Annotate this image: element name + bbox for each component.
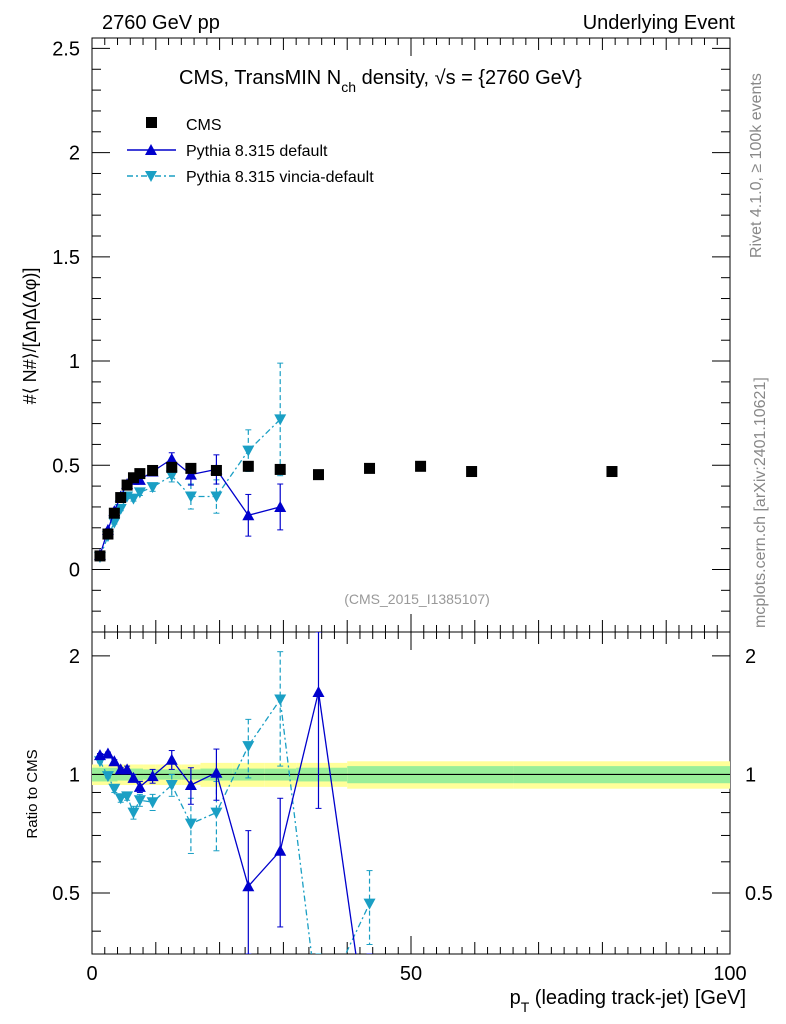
main-y-tick-label: 1 — [69, 351, 80, 373]
cms-point — [210, 464, 222, 476]
ratio-y-tick-label: 0.5 — [52, 883, 80, 905]
ratio-plot-frame — [91, 631, 731, 955]
cms-point — [108, 507, 120, 519]
main-y-axis-label: #⟨ N#⟩/[ΔηΔ(Δφ)] — [20, 268, 40, 405]
x-tick-label: 50 — [400, 963, 422, 985]
x-axis-label: pT (leading track-jet) [GeV] — [510, 987, 746, 1015]
ratio-default-marker — [133, 780, 146, 792]
vincia-marker — [114, 504, 127, 516]
legend-default-marker — [145, 144, 157, 155]
vincia-marker — [274, 414, 287, 426]
main-y-tick-label: 2 — [69, 143, 80, 165]
legend-cms-marker — [146, 117, 157, 128]
vincia-marker — [127, 493, 140, 505]
legend-vincia-marker — [145, 171, 157, 182]
mcplots-label: mcplots.cern.ch [arXiv:2401.10621] — [752, 377, 769, 628]
cms-point — [415, 460, 427, 472]
ratio-default-marker — [127, 771, 140, 783]
ratio-default-marker — [146, 770, 159, 782]
plot-title: CMS, TransMIN Nch density, √s = {2760 Ge… — [179, 67, 582, 95]
cms-point — [166, 461, 178, 473]
ratio-series-layer — [93, 632, 376, 954]
cms-point — [274, 463, 286, 475]
ratio-vincia-marker — [133, 795, 146, 807]
ratio-vincia-marker — [165, 780, 178, 792]
cms-point — [364, 462, 376, 474]
default-marker — [242, 509, 255, 521]
ratio-vincia-line — [99, 697, 371, 954]
cms-point — [127, 472, 139, 484]
default-marker — [184, 468, 197, 480]
main-y-tick-label: 0.5 — [52, 455, 80, 477]
cms-point — [185, 462, 197, 474]
ratio-vincia-marker — [210, 807, 223, 819]
ratio-vincia-marker — [121, 791, 134, 803]
ratio-y-tick-label-right: 2 — [745, 646, 756, 668]
cms-point — [312, 469, 324, 481]
ratio-default-marker — [242, 880, 255, 892]
ratio-vincia-marker — [274, 694, 287, 706]
ratio-vincia-marker — [363, 898, 376, 910]
main-y-tick-label: 1.5 — [52, 247, 80, 269]
x-tick-label: 100 — [713, 963, 746, 985]
vincia-marker — [165, 470, 178, 482]
axes: 0 50 100 0 0.5 1 1.5 2 2.5 0.5 0.5 1 1 2 2 — [52, 38, 773, 985]
header-right: Underlying Event — [583, 12, 736, 34]
ratio-vincia-marker — [127, 807, 140, 819]
vincia-marker — [184, 491, 197, 503]
main-series-layer — [93, 362, 618, 563]
ratio-uncertainty-band — [92, 761, 730, 789]
cms-point — [121, 479, 133, 491]
ratio-default-marker — [101, 747, 114, 759]
default-marker — [274, 500, 287, 512]
rivet-label: Rivet 4.1.0, ≥ 100k events — [748, 73, 765, 258]
vincia-marker — [146, 482, 159, 494]
legend: CMS Pythia 8.315 default Pythia 8.315 vi… — [127, 117, 374, 186]
analysis-id: (CMS_2015_I1385107) — [344, 591, 490, 607]
cms-point — [606, 466, 618, 478]
x-tick-label: 0 — [86, 963, 97, 985]
ratio-default-marker — [121, 763, 134, 775]
legend-default-label: Pythia 8.315 default — [186, 143, 328, 160]
vincia-marker — [210, 491, 223, 503]
main-y-tick-label: 2.5 — [52, 38, 80, 60]
cms-point — [466, 466, 478, 478]
ratio-default-marker — [312, 685, 325, 697]
cms-point — [102, 528, 114, 540]
ratio-y-tick-label-right: 1 — [745, 764, 756, 786]
cms-point — [147, 464, 159, 476]
vincia-marker — [133, 487, 146, 499]
ratio-default-line — [99, 691, 357, 954]
ratio-default-marker — [210, 766, 223, 778]
legend-vincia-label: Pythia 8.315 vincia-default — [186, 169, 374, 186]
cms-point — [242, 460, 254, 472]
main-y-tick-label: 0 — [69, 559, 80, 581]
cms-point — [134, 468, 146, 480]
ratio-y-tick-label-right: 0.5 — [745, 883, 773, 905]
ratio-default-marker — [274, 844, 287, 856]
default-marker — [165, 453, 178, 465]
ratio-vincia-marker — [146, 797, 159, 809]
ratio-default-marker — [165, 753, 178, 765]
ratio-default-marker — [184, 779, 197, 791]
cms-point — [94, 550, 106, 562]
header-left: 2760 GeV pp — [102, 12, 220, 34]
ratio-vincia-marker — [184, 818, 197, 830]
cms-point — [115, 492, 127, 504]
ratio-vincia-marker — [108, 783, 121, 795]
legend-cms-label: CMS — [186, 117, 222, 134]
ratio-y-tick-label: 1 — [69, 764, 80, 786]
ratio-y-tick-label: 2 — [69, 646, 80, 668]
ratio-vincia-marker — [101, 771, 114, 783]
vincia-marker — [242, 445, 255, 457]
ratio-vincia-marker — [242, 741, 255, 753]
ratio-default-marker — [108, 755, 121, 767]
ratio-y-axis-label: Ratio to CMS — [24, 749, 41, 838]
